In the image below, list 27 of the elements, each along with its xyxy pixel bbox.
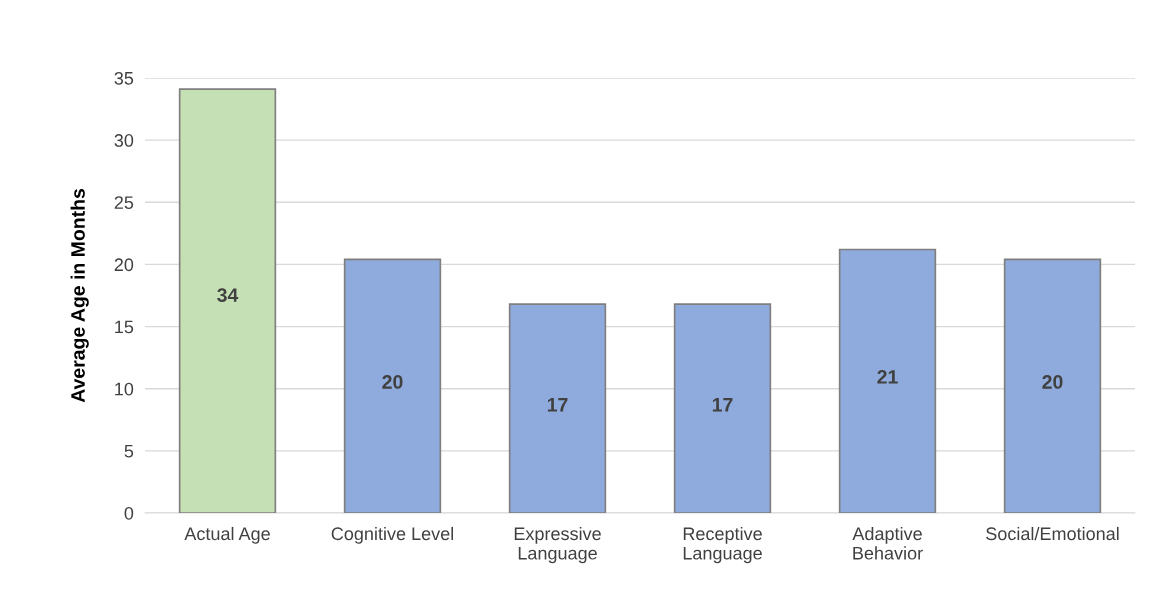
bar bbox=[508, 303, 607, 513]
data-label: 17 bbox=[547, 398, 568, 412]
x-tick-label: Receptive Language bbox=[683, 526, 762, 564]
data-label: 21 bbox=[877, 370, 898, 384]
y-tick-label: 25 bbox=[114, 196, 134, 210]
data-label: 17 bbox=[712, 398, 733, 412]
x-tick-label: Actual Age bbox=[184, 526, 270, 544]
bar bbox=[1003, 258, 1102, 513]
bar bbox=[343, 258, 442, 513]
x-tick-label: Cognitive Level bbox=[331, 526, 454, 544]
y-tick-label: 5 bbox=[124, 444, 134, 458]
x-tick-label: Adaptive Behavior bbox=[852, 526, 923, 560]
y-tick-label: 35 bbox=[114, 71, 134, 85]
y-tick-label: 10 bbox=[115, 382, 134, 396]
y-tick-label: 15 bbox=[115, 320, 134, 334]
y-tick-label: 30 bbox=[114, 134, 134, 147]
bar bbox=[673, 303, 772, 513]
data-label: 20 bbox=[1042, 375, 1063, 389]
x-tick-label: Social/Emotional bbox=[986, 526, 1119, 541]
bar bbox=[178, 88, 277, 513]
data-label: 20 bbox=[382, 375, 403, 389]
y-tick-label: 0 bbox=[124, 506, 134, 520]
x-tick-label: Expressive Language bbox=[514, 526, 601, 564]
y-tick-label: 20 bbox=[114, 258, 134, 272]
data-label: 34 bbox=[217, 288, 239, 302]
y-axis-title: Average Age in Months bbox=[70, 188, 89, 403]
bar bbox=[838, 248, 937, 513]
